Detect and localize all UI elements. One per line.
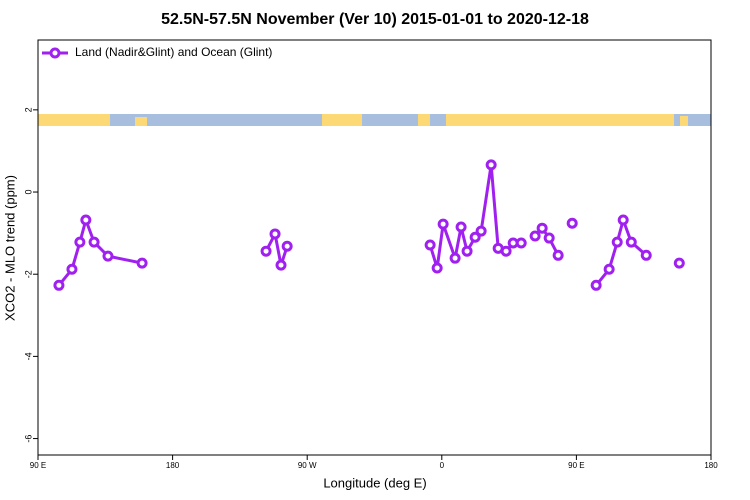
x-axis-label: Longitude (deg E) xyxy=(323,475,426,490)
x-tick-label: 180 xyxy=(704,461,718,470)
point xyxy=(431,262,443,274)
point xyxy=(515,237,527,249)
point xyxy=(455,221,467,233)
point xyxy=(136,257,148,269)
x-tick-label: 90 W xyxy=(298,461,317,470)
plot-frame xyxy=(37,39,712,456)
point xyxy=(53,279,65,291)
legend: Land (Nadir&Glint) and Ocean (Glint) xyxy=(42,45,272,59)
point xyxy=(625,236,637,248)
map-strip xyxy=(38,114,711,126)
chart-title: 52.5N-57.5N November (Ver 10) 2015-01-01… xyxy=(161,11,589,28)
point xyxy=(449,252,461,264)
point xyxy=(260,245,272,257)
point xyxy=(424,239,436,251)
point xyxy=(80,214,92,226)
point xyxy=(500,245,512,257)
point xyxy=(281,240,293,252)
point xyxy=(461,245,473,257)
point xyxy=(543,232,555,244)
point xyxy=(102,250,114,262)
series-line xyxy=(59,165,679,285)
point xyxy=(640,249,652,261)
y-tick-label: -2 xyxy=(23,270,33,278)
point xyxy=(475,225,487,237)
point xyxy=(617,214,629,226)
point xyxy=(269,228,281,240)
legend-marker xyxy=(49,47,61,59)
point xyxy=(66,263,78,275)
point xyxy=(529,230,541,242)
point xyxy=(590,279,602,291)
point xyxy=(74,236,86,248)
y-axis-label: XCO2 - MLO trend (ppm) xyxy=(2,175,17,321)
y-tick-label: 0 xyxy=(23,190,33,195)
point xyxy=(485,159,497,171)
point xyxy=(552,249,564,261)
point xyxy=(603,263,615,275)
y-tick-label: -4 xyxy=(23,352,33,360)
x-tick-label: 90 E xyxy=(568,461,584,470)
point xyxy=(469,231,481,243)
point xyxy=(611,236,623,248)
legend-label: Land (Nadir&Glint) and Ocean (Glint) xyxy=(75,45,272,59)
point xyxy=(673,257,685,269)
y-tick-label: -6 xyxy=(23,435,33,443)
point xyxy=(275,259,287,271)
x-tick-label: 0 xyxy=(440,461,445,470)
x-tick-label: 180 xyxy=(166,461,180,470)
point xyxy=(437,218,449,230)
y-tick-label: 2 xyxy=(23,107,33,112)
x-tick-label: 90 E xyxy=(30,461,46,470)
point xyxy=(536,222,548,234)
point xyxy=(88,236,100,248)
point xyxy=(566,217,578,229)
